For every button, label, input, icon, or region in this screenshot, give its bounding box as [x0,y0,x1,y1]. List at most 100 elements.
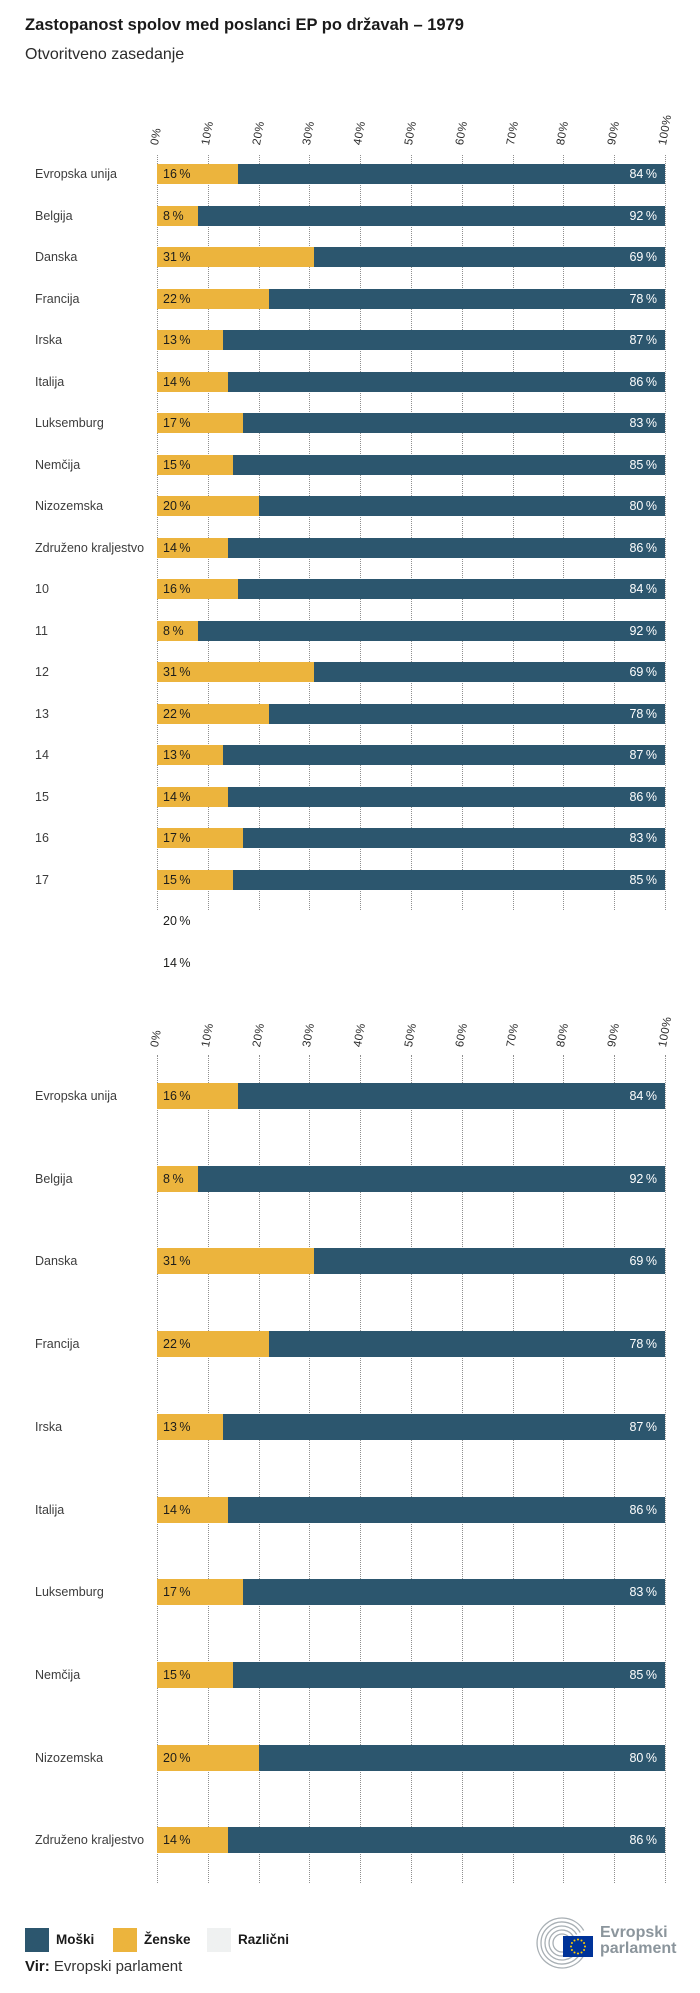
bar-value-label-men: 80 % [629,499,657,513]
bar-segment-men[interactable] [314,662,665,682]
bar-value-label-women: 14 % [163,1833,191,1848]
bar-segment-women[interactable] [157,1331,269,1358]
bar-segment-women[interactable] [157,828,244,848]
bar-segment-women[interactable] [157,1083,239,1109]
bar-segment-men[interactable] [197,620,665,641]
category-label: Evropska unija [35,1089,117,1103]
bar-segment-men[interactable] [197,1165,665,1192]
bar-row: Francija 22 % 78 % [0,1331,700,1358]
bar-segment-men[interactable] [268,703,665,724]
bar-segment-women[interactable] [157,1661,234,1688]
bar-segment-men[interactable] [238,1083,665,1109]
bar-value-label-men: 78 % [629,706,657,721]
bar-segment-men[interactable] [258,1744,665,1771]
bar-segment-men[interactable] [243,1579,665,1606]
bar-value-label-women: 16 % [163,582,191,596]
bar-segment-men[interactable] [233,869,665,890]
gridline [258,155,260,910]
bar-value-label-men: 85 % [629,872,657,887]
bar-value-label-women: 14 % [163,540,191,555]
x-axis-tick-label: 10% [199,120,216,147]
bar-segment-men[interactable] [197,205,665,226]
category-label: Danska [35,250,78,264]
legend-item-men[interactable]: Moški [25,1928,94,1952]
x-axis-tick-label: 80% [555,120,572,147]
bar-segment-women[interactable] [157,1413,224,1440]
bar-value-label-men: 86 % [629,789,657,804]
gridline [665,1055,666,1883]
bar-segment-women[interactable] [157,164,239,184]
bar-segment-women[interactable] [157,786,229,807]
bar-segment-men[interactable] [268,288,665,309]
bar-value-label-women: 14 % [163,374,191,389]
bar-segment-women[interactable] [157,1744,259,1771]
bar-value-label-women: 13 % [163,333,191,347]
legend-swatch-men [25,1928,49,1952]
bar-segment-women[interactable] [157,205,198,226]
bar-segment-men[interactable] [258,496,665,516]
bar-value-label-men: 83 % [629,416,657,430]
bar-segment-men[interactable] [228,537,665,558]
bar-segment-men[interactable] [243,413,665,433]
x-axis-tick-label: 100% [657,1015,675,1049]
bar-segment-men[interactable] [228,786,665,807]
bar-row: Luksemburg 17 % 83 % [0,1579,700,1606]
bar-value-label-men: 83 % [629,1585,657,1600]
chart-title: Zastopanost spolov med poslanci EP po dr… [25,16,464,34]
bar-segment-men[interactable] [223,1413,665,1440]
bar-segment-women[interactable] [157,620,198,641]
bar-segment-men[interactable] [238,579,665,599]
bar-segment-men[interactable] [223,330,665,350]
bar-value-label-women: 31 % [163,1254,191,1269]
bar-segment-women[interactable] [157,247,315,267]
bar-segment-men[interactable] [268,1331,665,1358]
bar-segment-women[interactable] [157,1248,315,1275]
bar-segment-women[interactable] [157,496,259,516]
legend-item-various[interactable]: Različni [207,1928,289,1952]
bar-segment-women[interactable] [157,869,234,890]
gridline [157,155,158,910]
bar-segment-men[interactable] [228,1496,665,1523]
legend-swatch-various [207,1928,231,1952]
bar-row: 14 13 % 87 % [0,745,700,765]
bar-value-label-men: 83 % [629,831,657,845]
source-line: Vir: Evropski parlament [25,1958,182,1975]
bar-segment-men[interactable] [314,1248,665,1275]
bar-segment-women[interactable] [157,1496,229,1523]
category-label: 13 [35,706,49,721]
bar-segment-women[interactable] [157,579,239,599]
bar-value-label-men: 84 % [629,1089,657,1103]
bar-row: Belgija 8 % 92 % [0,1165,700,1192]
bar-segment-men[interactable] [228,1827,665,1854]
x-axis-tick-label: 20% [250,120,267,147]
bar-segment-men[interactable] [238,164,665,184]
bar-segment-women[interactable] [157,745,224,765]
gridline [614,155,616,910]
bar-segment-men[interactable] [228,371,665,392]
bar-value-label-women: 8 % [163,1171,184,1186]
bar-value-label-women: 17 % [163,416,191,430]
category-label: Nemčija [35,1667,81,1682]
bar-segment-women[interactable] [157,703,269,724]
bar-segment-women[interactable] [157,454,234,475]
bar-segment-men[interactable] [233,1661,665,1688]
bar-segment-women[interactable] [157,662,315,682]
bar-segment-women[interactable] [157,1827,229,1854]
bar-segment-men[interactable] [223,745,665,765]
bar-segment-women[interactable] [157,371,229,392]
bar-segment-men[interactable] [233,454,665,475]
bar-segment-women[interactable] [157,1165,198,1192]
bar-segment-women[interactable] [157,288,269,309]
bar-segment-women[interactable] [157,413,244,433]
bar-segment-men[interactable] [243,828,665,848]
legend-item-women[interactable]: Ženske [113,1928,191,1952]
bar-segment-men[interactable] [314,247,665,267]
bar-segment-women[interactable] [157,330,224,350]
bar-value-label-women: 17 % [163,831,191,845]
gridline [512,1055,514,1883]
bar-value-label-men: 92 % [629,623,657,638]
bar-segment-women[interactable] [157,1579,244,1606]
bar-segment-women[interactable] [157,537,229,558]
bar-value-label-women: 17 % [163,1585,191,1600]
source-label: Vir: [25,1958,50,1975]
